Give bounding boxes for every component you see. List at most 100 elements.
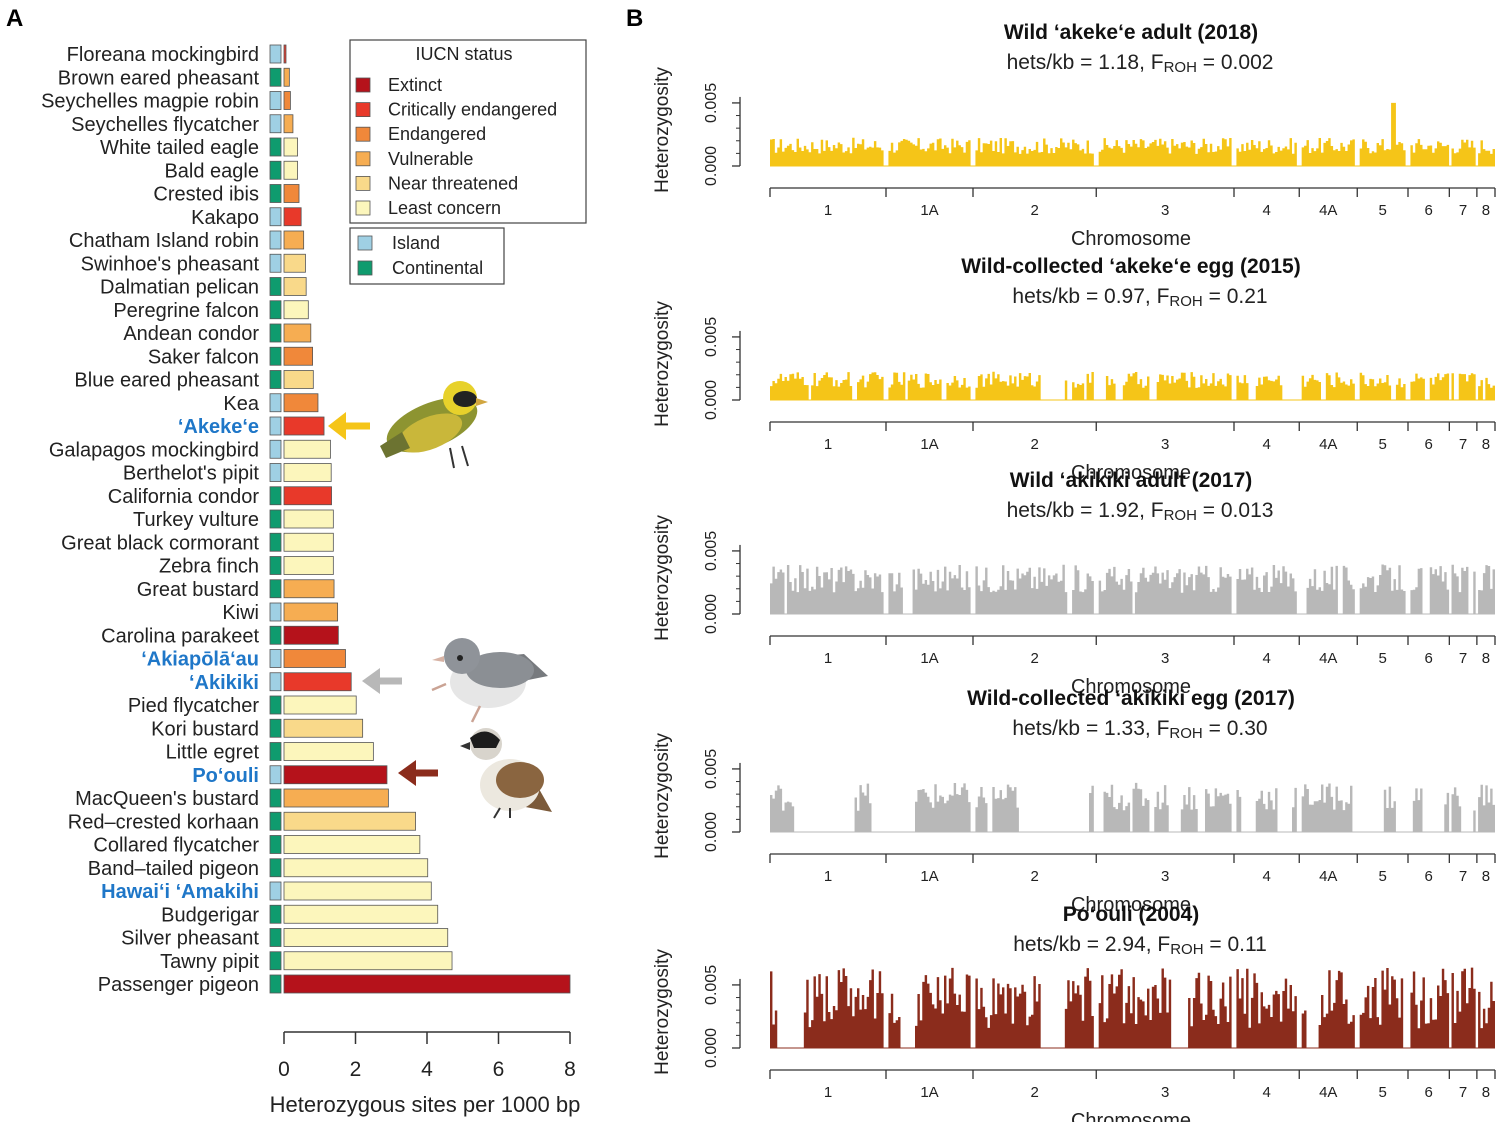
bar-seychelles-flycatcher bbox=[283, 114, 294, 134]
range-marker-tawny-pipit bbox=[269, 951, 282, 971]
species-label-bald-eagle: Bald eagle bbox=[164, 160, 259, 182]
bar-crested-ibis bbox=[283, 184, 300, 203]
track-chrom-label-4-7: 6 bbox=[1424, 1084, 1432, 1101]
species-label-akiapola-au: ‘Akiapōlā‘au bbox=[141, 649, 259, 671]
track-stats-prefix-4: hets/kb = 2.94, F bbox=[1013, 933, 1170, 956]
species-label-akikiki: ‘Akikiki bbox=[189, 672, 259, 694]
track-3: Wild-collected ‘akikiki egg (2017) hets/k… bbox=[652, 687, 1496, 916]
track-stats-suffix-4: = 0.11 bbox=[1204, 933, 1267, 956]
track-y-tick-label-0-0: 0.000 bbox=[703, 146, 720, 186]
range-marker-white-tailed-eagle bbox=[269, 137, 282, 157]
species-label-white-tailed-eagle: White tailed eagle bbox=[100, 137, 259, 159]
range-marker-carolina-parakeet bbox=[269, 625, 282, 645]
track-chrom-label-2-8: 7 bbox=[1459, 650, 1467, 667]
track-chrom-label-4-5: 4A bbox=[1319, 1084, 1337, 1101]
bar-swinhoe-s-pheasant bbox=[283, 253, 306, 273]
species-label-floreana-mockingbird: Floreana mockingbird bbox=[67, 44, 259, 66]
legend-label-extinct: Extinct bbox=[388, 75, 442, 95]
track-y-tick-label-0-1: 0.005 bbox=[703, 83, 720, 123]
track-x-label-4: Chromosome bbox=[1071, 1110, 1191, 1122]
track-stats-2: hets/kb = 1.92, FROH = 0.013 bbox=[1007, 499, 1274, 524]
legend-swatch-near-threatened bbox=[355, 175, 371, 191]
track-chrom-label-0-4: 4 bbox=[1262, 202, 1270, 219]
range-marker-swinhoe-s-pheasant bbox=[269, 253, 282, 273]
track-stats-prefix-1: hets/kb = 0.97, F bbox=[1012, 285, 1169, 308]
track-chrom-label-4-0: 1 bbox=[824, 1084, 832, 1101]
track-stats-sub-0: ROH bbox=[1164, 59, 1197, 76]
track-area-1 bbox=[770, 371, 1495, 400]
range-marker-berthelot-s-pipit bbox=[269, 463, 282, 482]
range-marker-andean-condor bbox=[269, 323, 282, 343]
track-chrom-label-2-3: 3 bbox=[1161, 650, 1169, 667]
x-tick-label-2: 2 bbox=[350, 1058, 362, 1081]
track-stats-sub-3: ROH bbox=[1169, 725, 1202, 742]
akikiki-arrow bbox=[362, 668, 402, 694]
track-area-4 bbox=[770, 967, 1495, 1048]
legend-swatch-critically-endangered bbox=[355, 102, 371, 117]
bar-blue-eared-pheasant bbox=[283, 370, 314, 389]
akekee-bird-illustration bbox=[380, 381, 488, 469]
track-area-3 bbox=[770, 782, 1495, 832]
track-title-0: Wild ‘akeke‘e adult (2018) bbox=[1004, 21, 1258, 44]
range-marker-saker-falcon bbox=[269, 346, 282, 366]
track-chrom-label-1-2: 2 bbox=[1030, 436, 1038, 453]
track-chrom-label-0-6: 5 bbox=[1378, 202, 1386, 219]
species-label-seychelles-flycatcher: Seychelles flycatcher bbox=[71, 114, 259, 136]
x-tick-label-8: 8 bbox=[564, 1058, 576, 1081]
track-chrom-label-3-6: 5 bbox=[1378, 868, 1386, 885]
range-marker-silver-pheasant bbox=[269, 928, 282, 947]
poouli-bird-illustration bbox=[460, 728, 552, 819]
akekee-arrow bbox=[328, 412, 370, 440]
track-chrom-label-4-8: 7 bbox=[1459, 1084, 1467, 1101]
track-chrom-label-3-4: 4 bbox=[1262, 868, 1270, 885]
track-x-label-3: Chromosome bbox=[1071, 894, 1191, 916]
track-stats-sub-1: ROH bbox=[1169, 293, 1202, 310]
track-chrom-label-4-3: 3 bbox=[1161, 1084, 1169, 1101]
legend: IUCN status Extinct Critically endangered… bbox=[349, 39, 587, 285]
track-chrom-label-0-3: 3 bbox=[1161, 202, 1169, 219]
bar-red-crested-korhaan bbox=[283, 811, 416, 831]
species-label-great-black-cormorant: Great black cormorant bbox=[61, 532, 259, 554]
species-label-swinhoe-s-pheasant: Swinhoe's pheasant bbox=[81, 253, 260, 275]
species-label-galapagos-mockingbird: Galapagos mockingbird bbox=[49, 439, 259, 461]
panel-b-letter: B bbox=[626, 5, 643, 32]
species-label-kiwi: Kiwi bbox=[222, 602, 259, 624]
bar-galapagos-mockingbird bbox=[283, 439, 331, 459]
bar-great-bustard bbox=[283, 579, 335, 599]
track-area-2 bbox=[770, 564, 1495, 614]
track-y-label-3: Heterozygosity bbox=[652, 733, 673, 859]
range-marker-brown-eared-pheasant bbox=[269, 67, 282, 87]
bar-kiwi bbox=[283, 602, 339, 622]
track-y-tick-label-4-0: 0.000 bbox=[703, 1028, 720, 1068]
range-marker-band-tailed-pigeon bbox=[269, 858, 282, 878]
track-title-1: Wild-collected ‘akeke‘e egg (2015) bbox=[961, 255, 1300, 278]
track-chrom-label-0-9: 8 bbox=[1482, 202, 1490, 219]
bar-floreana-mockingbird bbox=[283, 44, 287, 64]
range-marker-great-black-cormorant bbox=[269, 532, 282, 552]
track-stats-suffix-2: = 0.013 bbox=[1197, 499, 1273, 522]
range-marker-hawai-i-amakihi bbox=[269, 881, 282, 901]
bar-saker-falcon bbox=[283, 346, 314, 366]
track-x-label-0: Chromosome bbox=[1071, 228, 1191, 250]
track-y-tick-label-2-1: 0.005 bbox=[703, 531, 720, 571]
track-chrom-label-0-8: 7 bbox=[1459, 202, 1467, 219]
species-label-tawny-pipit: Tawny pipit bbox=[160, 951, 259, 973]
track-y-label-2: Heterozygosity bbox=[652, 515, 673, 641]
track-stats-sub-2: ROH bbox=[1164, 507, 1197, 524]
species-label-great-bustard: Great bustard bbox=[137, 579, 259, 601]
legend-label-continental: Continental bbox=[392, 258, 483, 278]
x-tick-label-4: 4 bbox=[421, 1058, 433, 1081]
track-area-0 bbox=[770, 102, 1495, 166]
track-stats-prefix-3: hets/kb = 1.33, F bbox=[1012, 717, 1169, 740]
bar-kakapo bbox=[283, 207, 302, 227]
species-label-brown-eared-pheasant: Brown eared pheasant bbox=[58, 67, 260, 89]
bar-macqueen-s-bustard bbox=[283, 788, 389, 808]
bar-dalmatian-pelican bbox=[283, 277, 307, 296]
range-marker-red-crested-korhaan bbox=[269, 811, 282, 831]
bar-berthelot-s-pipit bbox=[283, 463, 332, 482]
track-chrom-label-3-8: 7 bbox=[1459, 868, 1467, 885]
range-marker-akikiki bbox=[269, 672, 282, 692]
track-chrom-label-0-7: 6 bbox=[1424, 202, 1432, 219]
